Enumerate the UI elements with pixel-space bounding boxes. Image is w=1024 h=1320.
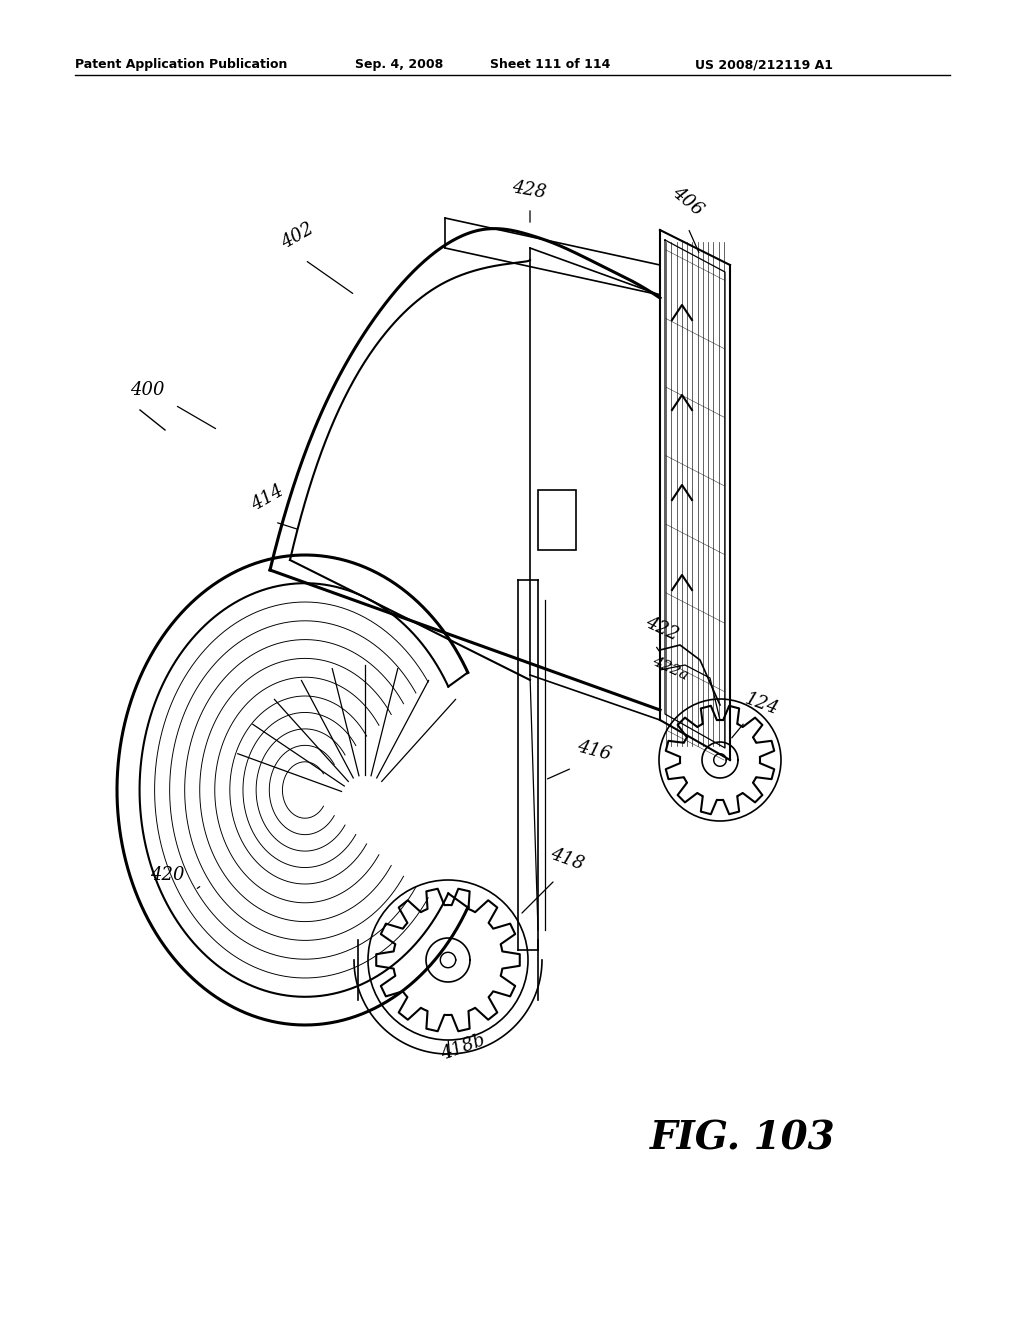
Text: 414: 414 (248, 482, 287, 513)
Text: Sheet 111 of 114: Sheet 111 of 114 (490, 58, 610, 71)
Text: Patent Application Publication: Patent Application Publication (75, 58, 288, 71)
Text: 420: 420 (150, 866, 184, 884)
Text: US 2008/212119 A1: US 2008/212119 A1 (695, 58, 833, 71)
Text: 422a: 422a (650, 655, 691, 682)
Text: 400: 400 (130, 381, 165, 399)
Text: 406: 406 (668, 183, 706, 219)
Text: 418b: 418b (438, 1031, 487, 1064)
Text: 416: 416 (575, 738, 613, 764)
Text: 428: 428 (510, 178, 547, 202)
Text: 418: 418 (548, 845, 587, 874)
Text: Sep. 4, 2008: Sep. 4, 2008 (355, 58, 443, 71)
Text: 402: 402 (278, 219, 316, 252)
Text: 124: 124 (742, 690, 780, 719)
Text: 422: 422 (642, 612, 681, 644)
Bar (538, 490, 575, 550)
Text: FIG. 103: FIG. 103 (650, 1119, 836, 1158)
